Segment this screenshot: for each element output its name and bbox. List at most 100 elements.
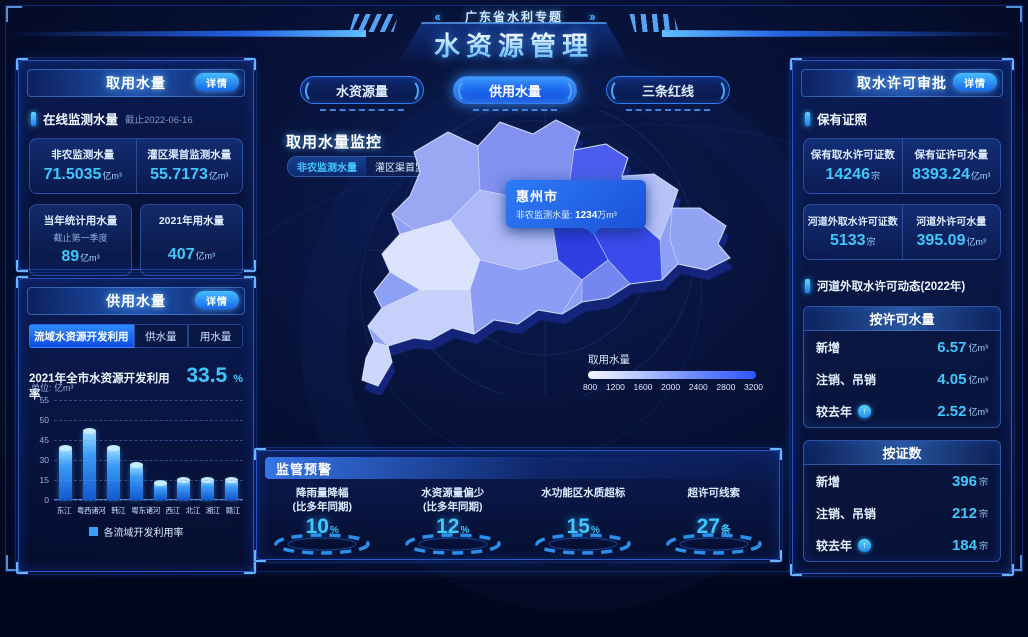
alert-item: 水功能区水质超标 15% [518, 487, 649, 562]
bar-粤西诸河[interactable] [82, 428, 96, 500]
permit-row-较去年: 较去年 ↑ 2.52 亿m³ [804, 395, 1000, 427]
card-note: 截止第一季度 [53, 233, 108, 243]
stat-label: 灌区渠首监测水量 [147, 149, 232, 161]
header: ‹‹ 广东省水利专题 ›› 水资源管理 [0, 0, 1028, 62]
tab-三条红线[interactable]: 三条红线 [606, 76, 730, 104]
permit-detail-button[interactable]: 详情 [953, 73, 997, 91]
alert-ring-icon [272, 533, 372, 562]
stat-label: 河道外取水许可证数 [807, 217, 898, 228]
by-volume-title: 按许可水量 [804, 307, 1000, 331]
stat-unit: 亿m³ [970, 171, 991, 181]
subtitle-text: 广东省水利专题 [464, 10, 563, 24]
stat-unit: 宗 [870, 171, 880, 181]
online-monitor-label: 在线监测水量 [43, 113, 119, 127]
supply-tab-流域水资源开发利用[interactable]: 流域水资源开发利用 [29, 324, 134, 348]
permit-row-新增: 新增 396 宗 [804, 465, 1000, 497]
panel-supply-usage: 供用水量 详情 流域水资源开发利用 供水量 用水量 2021年全市水资源开发利用率 … [15, 275, 257, 575]
bar-东江[interactable] [59, 445, 73, 500]
stat-value: 5133 [829, 232, 866, 249]
water-intake-detail-button[interactable]: 详情 [195, 73, 239, 91]
center-tab-wrap: 水资源量 [300, 76, 424, 111]
by-count-box: 按证数 新增 396 宗注销、吊销 212 宗较去年 ↑ 184 宗 [803, 440, 1001, 562]
alert-items: 降雨量降幅 (比多年同期) 10% 水资源量偏少 (比多年同期) 12% 水功能区水质超标 1… [257, 487, 779, 562]
permit-row-label: 新增 [816, 341, 841, 355]
stat-label: 保有证许可水量 [914, 149, 989, 161]
chart-xtick-label: 东江 [56, 506, 72, 515]
alert-value-row: 15% [567, 515, 600, 539]
alert-ring-icon [533, 533, 633, 562]
bar-粤东诸河[interactable] [130, 462, 144, 500]
alert-value: 27 [696, 515, 720, 538]
stat-label: 河道外许可水量 [916, 217, 987, 228]
alert-item: 降雨量降幅 (比多年同期) 10% [257, 487, 388, 562]
alert-value: 15 [566, 515, 590, 538]
chart-xtick-label: 湘江 [205, 506, 221, 515]
tab-arc-right-icon [552, 79, 572, 103]
tooltip-city: 惠州市 [516, 189, 559, 204]
legend-label: 各流域开发利用率 [103, 528, 184, 539]
panel-supply-usage-title: 供用水量 [106, 293, 166, 309]
chart-gridline [54, 400, 243, 401]
chart-bars [54, 400, 243, 500]
alert-label-line1: 水功能区水质超标 [541, 487, 626, 499]
chevrons-right-icon: ›› [589, 9, 596, 24]
card-value: 89 [61, 248, 80, 265]
supply-usage-detail-button[interactable]: 详情 [195, 291, 239, 309]
bar-湘江[interactable] [201, 477, 215, 500]
chart-ytick-label: 30 [39, 455, 49, 465]
bar-西江[interactable] [153, 480, 167, 500]
chevrons-left-icon: ‹‹ [434, 9, 441, 24]
chart-gridline [54, 460, 243, 461]
map-legend-tick: 1600 [633, 382, 653, 392]
map-toggle-非农监测水量[interactable]: 非农监测水量 [288, 157, 366, 176]
panel-supervision-alerts: 监管预警 降雨量降幅 (比多年同期) 10% 水资源量偏少 (比多年同期) 12% 水功能区… [253, 447, 783, 563]
tab-水资源量[interactable]: 水资源量 [300, 76, 424, 104]
card-2021-usage: 2021年用水量 407亿m³ [140, 204, 243, 276]
legend-swatch-icon [88, 527, 98, 536]
card-unit: 亿m³ [195, 251, 216, 261]
center-tab-wrap: 三条红线 [606, 76, 730, 111]
map-gradient-legend: 取用水量 800 1200 1600 2000 2400 2800 3200 [583, 352, 763, 392]
tooltip-unit: 万m³ [597, 210, 617, 220]
panel-supply-usage-header: 供用水量 详情 [27, 287, 245, 315]
chart-gridline [54, 440, 243, 441]
map-legend-tick: 3200 [744, 382, 763, 392]
panel-permit-header: 取水许可审批 详情 [801, 69, 1003, 97]
chart-xtick-label: 北江 [185, 506, 201, 515]
stat-river-license-count: 河道外取水许可证数 5133宗 [804, 205, 902, 259]
dashboard-stage: ‹‹ 广东省水利专题 ›› 水资源管理 取用水量 详情 在线监测水量 截止2022-… [0, 0, 1028, 577]
permit-row-value: 4.05 [937, 371, 967, 388]
river-licenses-card: 河道外取水许可证数 5133宗 河道外许可水量 395.09亿m³ [803, 204, 1001, 260]
bar-韩江[interactable] [106, 445, 120, 500]
chart-unit-label: 单位: 亿m³ [31, 383, 74, 393]
stat-held-license-count: 保有取水许可证数 14246宗 [804, 139, 902, 193]
card-label: 2021年用水量 [158, 215, 225, 227]
map-legend-gradient-bar [588, 371, 756, 379]
map-legend-tick: 2000 [661, 382, 681, 392]
chart-ytick-label: 50 [39, 415, 49, 425]
center-tab-wrap: 供用水量 [453, 76, 577, 111]
bar-赣江[interactable] [224, 477, 238, 500]
chart-legend: 各流域开发利用率 [19, 524, 253, 539]
by-volume-rows: 新增 6.57 亿m³ 注销、吊销 4.05 亿m³ 较去年 ↑ 2.52 亿m³ [804, 331, 1000, 427]
title-backplate [399, 22, 629, 62]
supply-tab-用水量[interactable]: 用水量 [188, 324, 243, 348]
by-count-rows: 新增 396 宗注销、吊销 212 宗较去年 ↑ 184 宗 [804, 465, 1000, 561]
tab-供用水量[interactable]: 供用水量 [453, 76, 577, 104]
permit-row-value: 6.57 [937, 339, 967, 356]
map-legend-tick: 2400 [688, 382, 708, 392]
permit-row-unit: 亿m³ [968, 375, 989, 385]
alert-ring-icon [664, 533, 764, 562]
supply-tab-供水量[interactable]: 供水量 [133, 324, 189, 348]
permit-row-value: 212 [951, 505, 977, 522]
stat-river-license-volume: 河道外许可水量 395.09亿m³ [901, 205, 1001, 259]
alert-value: 10 [305, 515, 329, 539]
permit-row-较去年: 较去年 ↑ 184 宗 [804, 529, 1000, 561]
alert-unit: 条 [720, 525, 731, 536]
permit-row-注销、吊销: 注销、吊销 212 宗 [804, 497, 1000, 529]
chart-category-labels: 东江 粤西诸河 韩江 粤东诸河 西江 北江 湘江 赣江 [54, 505, 243, 516]
bar-北江[interactable] [177, 477, 191, 500]
chart-xtick-label: 西江 [165, 506, 181, 515]
alert-label: 水资源量偏少 (比多年同期) [421, 487, 484, 514]
card-current-year-usage: 当年统计用水量 截止第一季度 89亿m³ [29, 204, 132, 276]
